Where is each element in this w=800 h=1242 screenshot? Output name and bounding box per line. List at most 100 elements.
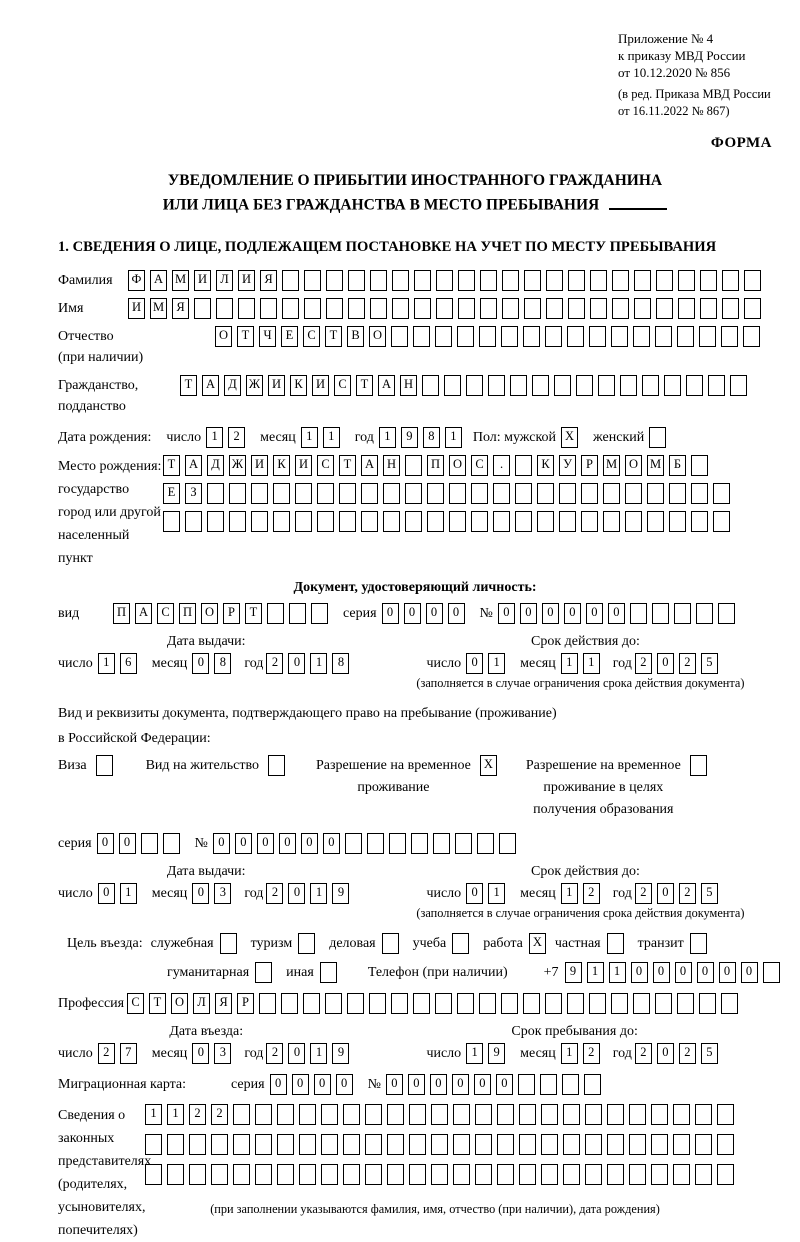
char-cell[interactable] (409, 1163, 426, 1185)
char-cell[interactable] (717, 1163, 734, 1185)
char-cell[interactable]: М (603, 454, 620, 476)
char-cell[interactable] (321, 1163, 338, 1185)
char-cell[interactable] (691, 510, 708, 532)
char-cell[interactable]: Н (383, 454, 400, 476)
char-cell[interactable]: В (347, 325, 364, 347)
char-cell[interactable]: 2 (678, 1042, 696, 1064)
char-cell[interactable] (590, 269, 607, 291)
char-cell[interactable]: 9 (332, 882, 350, 904)
char-cell[interactable] (281, 992, 298, 1014)
char-cell[interactable] (629, 602, 647, 624)
char-cell[interactable] (677, 992, 694, 1014)
char-cell[interactable] (370, 269, 387, 291)
char-cell[interactable] (590, 297, 607, 319)
char-cell[interactable]: Е (163, 482, 180, 504)
char-cell[interactable] (211, 1163, 228, 1185)
char-cell[interactable] (689, 932, 707, 954)
char-cell[interactable] (321, 1133, 338, 1155)
char-cell[interactable]: Т (149, 992, 166, 1014)
char-cell[interactable]: Т (180, 374, 197, 396)
char-cell[interactable]: К (290, 374, 307, 396)
char-cell[interactable] (717, 1103, 734, 1125)
char-cell[interactable] (545, 325, 562, 347)
char-cell[interactable]: 8 (422, 426, 440, 448)
char-cell[interactable] (699, 992, 716, 1014)
char-cell[interactable]: 0 (335, 1073, 353, 1095)
char-cell[interactable]: 0 (495, 1073, 513, 1095)
char-cell[interactable]: 1 (608, 961, 626, 983)
char-cell[interactable]: 0 (278, 832, 296, 854)
char-cell[interactable] (405, 510, 422, 532)
char-cell[interactable] (537, 510, 554, 532)
char-cell[interactable] (317, 482, 334, 504)
char-cell[interactable]: Ч (259, 325, 276, 347)
char-cell[interactable]: А (378, 374, 395, 396)
char-cell[interactable] (515, 510, 532, 532)
char-cell[interactable] (282, 297, 299, 319)
char-cell[interactable] (523, 992, 540, 1014)
char-cell[interactable] (673, 1133, 690, 1155)
char-cell[interactable]: 1 (488, 652, 506, 674)
char-cell[interactable] (695, 602, 713, 624)
char-cell[interactable] (629, 1133, 646, 1155)
char-cell[interactable]: А (185, 454, 202, 476)
char-cell[interactable]: 1 (97, 652, 115, 674)
char-cell[interactable] (391, 325, 408, 347)
char-cell[interactable] (488, 374, 505, 396)
char-cell[interactable] (435, 992, 452, 1014)
char-cell[interactable] (611, 992, 628, 1014)
char-cell[interactable]: 2 (634, 652, 652, 674)
char-cell[interactable] (541, 1103, 558, 1125)
char-cell[interactable] (289, 602, 306, 624)
char-cell[interactable]: И (238, 269, 255, 291)
char-cell[interactable]: 3 (214, 1042, 232, 1064)
char-cell[interactable]: 1 (322, 426, 340, 448)
char-cell[interactable]: 0 (385, 1073, 403, 1095)
char-cell[interactable]: Т (356, 374, 373, 396)
char-cell[interactable] (744, 269, 761, 291)
char-cell[interactable] (475, 1103, 492, 1125)
char-cell[interactable] (233, 1163, 250, 1185)
char-cell[interactable]: 1 (310, 652, 328, 674)
char-cell[interactable]: 0 (234, 832, 252, 854)
char-cell[interactable] (427, 482, 444, 504)
char-cell[interactable] (517, 1073, 535, 1095)
char-cell[interactable] (532, 374, 549, 396)
char-cell[interactable]: 0 (607, 602, 625, 624)
char-cell[interactable]: 1 (582, 652, 600, 674)
char-cell[interactable] (743, 325, 760, 347)
char-cell[interactable] (515, 482, 532, 504)
char-cell[interactable] (475, 1133, 492, 1155)
char-cell[interactable]: 9 (400, 426, 418, 448)
char-cell[interactable] (194, 297, 211, 319)
char-cell[interactable] (524, 297, 541, 319)
char-cell[interactable] (436, 297, 453, 319)
char-cell[interactable]: 0 (473, 1073, 491, 1095)
char-cell[interactable] (717, 602, 735, 624)
char-cell[interactable] (546, 269, 563, 291)
char-cell[interactable]: 0 (118, 832, 136, 854)
char-cell[interactable]: 1 (300, 426, 318, 448)
char-cell[interactable]: X (528, 932, 546, 954)
char-cell[interactable]: О (369, 325, 386, 347)
char-cell[interactable] (589, 325, 606, 347)
char-cell[interactable]: О (215, 325, 232, 347)
char-cell[interactable]: 0 (288, 882, 306, 904)
char-cell[interactable]: 0 (656, 1042, 674, 1064)
char-cell[interactable] (167, 1163, 184, 1185)
char-cell[interactable] (539, 1073, 557, 1095)
char-cell[interactable]: Р (581, 454, 598, 476)
char-cell[interactable] (598, 374, 615, 396)
char-cell[interactable]: К (273, 454, 290, 476)
char-cell[interactable] (515, 454, 532, 476)
char-cell[interactable] (567, 992, 584, 1014)
char-cell[interactable] (233, 1133, 250, 1155)
char-cell[interactable] (678, 269, 695, 291)
char-cell[interactable]: Р (237, 992, 254, 1014)
char-cell[interactable]: И (128, 297, 145, 319)
char-cell[interactable] (392, 269, 409, 291)
char-cell[interactable] (642, 374, 659, 396)
char-cell[interactable]: 1 (560, 652, 578, 674)
char-cell[interactable]: 0 (541, 602, 559, 624)
char-cell[interactable] (700, 297, 717, 319)
